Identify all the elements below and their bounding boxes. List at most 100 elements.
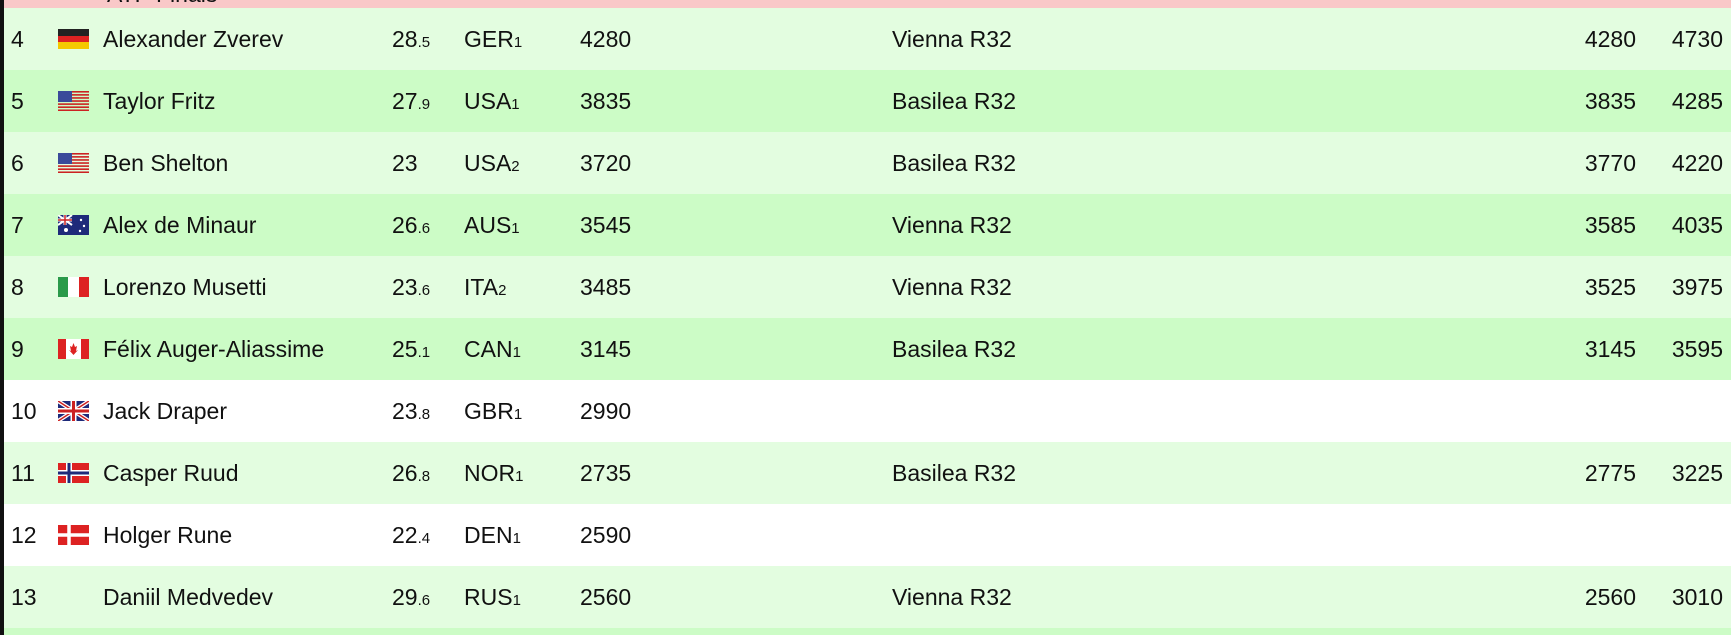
player-name-link[interactable]: Félix Auger-Aliassime: [103, 336, 325, 362]
age: 28.5: [392, 8, 430, 74]
age: 26.6: [392, 194, 430, 260]
points: 2590: [580, 522, 632, 548]
age: 25.1: [392, 318, 430, 384]
min-points: 4280: [1584, 26, 1636, 52]
player-name-link[interactable]: Jack Draper: [103, 398, 227, 424]
australia-flag-icon: [57, 214, 89, 235]
age-years: 28: [392, 26, 418, 52]
age-decimal: .8: [417, 406, 431, 423]
age-years: 23: [392, 398, 418, 424]
max-points: 3225: [1671, 460, 1723, 486]
current-tournament: Vienna R32: [892, 274, 1012, 300]
country: DEN1: [464, 504, 521, 570]
player-name-link[interactable]: Lorenzo Musetti: [103, 274, 267, 300]
age-decimal: .8: [417, 468, 431, 485]
table-row: 10 Jack Draper 23.8 GBR1 2990: [4, 380, 1731, 442]
germany-flag-icon: [58, 28, 89, 49]
table-row: 11 Casper Ruud 26.8 NOR1 2735 Basilea R32 2775…: [4, 442, 1731, 504]
age-years: 23: [392, 274, 418, 300]
country-rank: 1: [515, 468, 524, 485]
points: 2560: [580, 584, 632, 610]
player-name-link[interactable]: Ben Shelton: [103, 150, 229, 176]
country-code: GER: [464, 26, 514, 52]
age-years: 26: [392, 212, 418, 238]
age-decimal: .5: [417, 34, 431, 51]
country: USA2: [464, 132, 520, 198]
country-rank: 1: [512, 592, 521, 609]
age: 29.6: [392, 566, 430, 632]
age-decimal: .6: [417, 282, 431, 299]
country: NOR1: [464, 442, 523, 508]
age-years: 22: [392, 522, 418, 548]
country-code: RUS: [464, 584, 513, 610]
table-row: 6 Ben Shelton 23 USA2 3720 Basilea R32 3770 422…: [4, 132, 1731, 194]
points: 3145: [580, 336, 632, 362]
atp-finals-label: ATP Finals: [107, 0, 217, 8]
rank: 7: [11, 212, 24, 238]
country-code: AUS: [464, 212, 512, 238]
table-row: 12 Holger Rune 22.4 DEN1 2590: [4, 504, 1731, 566]
current-tournament: Basilea R32: [892, 460, 1017, 486]
max-points: 4035: [1671, 212, 1723, 238]
usa-flag-icon: [58, 90, 89, 112]
country-code: ITA: [464, 274, 499, 300]
points: 2735: [580, 460, 632, 486]
current-tournament: Vienna R32: [892, 26, 1012, 52]
country: GER1: [464, 8, 522, 74]
age: 23: [392, 132, 418, 198]
age-decimal: .6: [417, 220, 431, 237]
age-years: 25: [392, 336, 418, 362]
ranking-table: 4 Alexander Zverev 28.5 GER1 4280 Vienna R32 4…: [4, 8, 1731, 635]
age: 23.8: [392, 380, 430, 446]
rank: 11: [11, 460, 35, 486]
rank: 6: [11, 150, 24, 176]
atp-finals-header-row: ATP Finals: [4, 0, 1731, 8]
country-rank: 1: [513, 34, 523, 51]
age: 23.6: [392, 256, 430, 322]
left-border: [0, 0, 4, 635]
table-row: 4 Alexander Zverev 28.5 GER1 4280 Vienna R32 4…: [4, 8, 1731, 70]
country: ITA2: [464, 256, 506, 322]
player-name-link[interactable]: Alex de Minaur: [103, 212, 257, 238]
player-name-link[interactable]: Alexander Zverev: [103, 26, 284, 52]
rank: 12: [11, 522, 37, 548]
points: 3720: [580, 150, 632, 176]
country-rank: 1: [512, 344, 521, 361]
min-points: 3835: [1584, 88, 1636, 114]
current-tournament: Vienna R32: [892, 212, 1012, 238]
rank: 10: [11, 398, 37, 424]
table-row: 13 Daniil Medvedev 29.6 RUS1 2560 Vienna R32 2…: [4, 566, 1731, 628]
min-points: 2560: [1584, 584, 1636, 610]
points: 4280: [580, 26, 632, 52]
country: USA1: [464, 70, 520, 136]
current-tournament: Basilea R32: [892, 88, 1017, 114]
max-points: 3595: [1671, 336, 1723, 362]
country-code: GBR: [464, 398, 514, 424]
country-code: USA: [464, 88, 512, 114]
country-rank: 1: [512, 530, 521, 547]
min-points: 2775: [1584, 460, 1636, 486]
player-name-link[interactable]: Daniil Medvedev: [103, 584, 274, 610]
table-row: 8 Lorenzo Musetti 23.6 ITA2 3485 Vienna R32 35…: [4, 256, 1731, 318]
player-name-link[interactable]: Casper Ruud: [103, 460, 239, 486]
max-points: 3010: [1671, 584, 1723, 610]
next-row-partial: [4, 628, 1731, 635]
current-tournament: Basilea R32: [892, 336, 1017, 362]
rank: 5: [11, 88, 24, 114]
max-points: 3975: [1671, 274, 1723, 300]
age-decimal: .1: [417, 344, 431, 361]
country: CAN1: [464, 318, 521, 384]
player-name-link[interactable]: Taylor Fritz: [103, 88, 216, 114]
player-name-link[interactable]: Holger Rune: [103, 522, 233, 548]
table-row: 5 Taylor Fritz 27.9 USA1 3835 Basilea R32 3835…: [4, 70, 1731, 132]
max-points: 4730: [1671, 26, 1723, 52]
canada-flag-icon: [58, 338, 89, 359]
country-rank: 2: [511, 158, 520, 175]
min-points: 3770: [1584, 150, 1636, 176]
points: 3485: [580, 274, 632, 300]
age: 26.8: [392, 442, 430, 508]
age: 27.9: [392, 70, 430, 136]
country: RUS1: [464, 566, 521, 632]
table-row: 9 Félix Auger-Aliassime 25.1 CAN1 3145 Basile…: [4, 318, 1731, 380]
age-decimal: .9: [417, 96, 431, 113]
